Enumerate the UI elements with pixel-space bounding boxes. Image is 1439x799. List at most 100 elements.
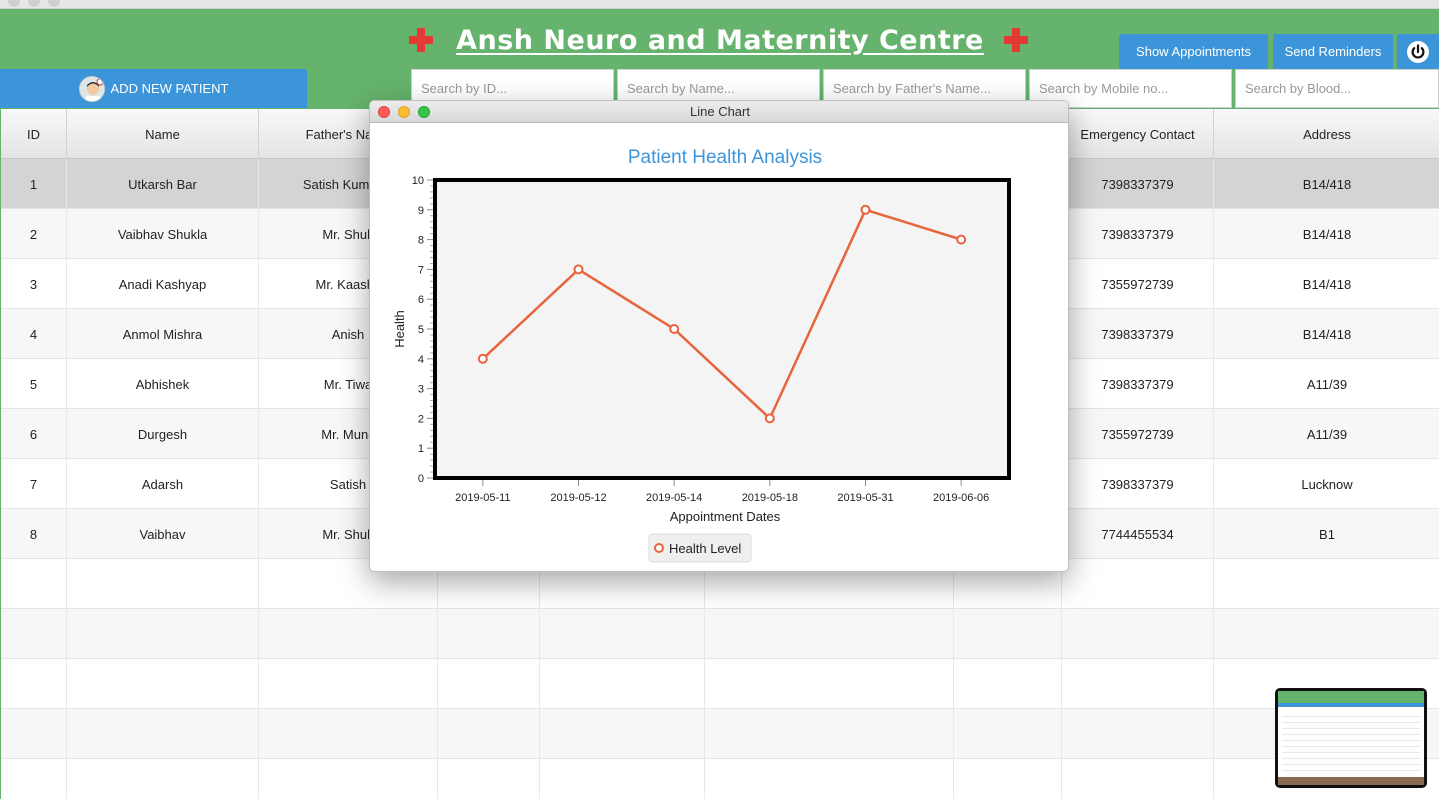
table-row[interactable]	[1, 709, 1439, 759]
cell	[705, 609, 954, 659]
power-button[interactable]	[1397, 34, 1439, 69]
cell-id: 1	[1, 159, 67, 209]
window-thumbnail[interactable]	[1275, 688, 1427, 788]
y-tick-label: 6	[418, 294, 424, 306]
thumbnail-header	[1278, 691, 1424, 703]
data-point[interactable]	[764, 413, 775, 424]
minimize-window-icon[interactable]	[398, 106, 410, 118]
red-cross-icon	[409, 28, 433, 52]
show-appointments-button[interactable]: Show Appointments	[1119, 34, 1268, 69]
chart-window-titlebar[interactable]: Line Chart	[370, 101, 1068, 123]
cell-id: 8	[1, 509, 67, 559]
cell-name	[67, 559, 259, 609]
column-header-address[interactable]: Address	[1303, 126, 1351, 142]
chart-title: Patient Health Analysis	[628, 147, 822, 168]
cell	[438, 709, 540, 759]
thumbnail-preview	[1278, 691, 1424, 785]
cell-address: B1	[1319, 526, 1335, 542]
legend-marker-icon	[654, 543, 664, 553]
cell-father	[259, 609, 438, 659]
cell-address: A11/39	[1306, 426, 1348, 442]
cell-address: B14/418	[1302, 176, 1352, 192]
cell-address: B14/418	[1302, 326, 1352, 342]
cell-id	[1, 759, 67, 799]
y-axis-label: Health	[392, 310, 407, 348]
y-tick-label: 0	[418, 473, 424, 485]
line-chart: Patient Health Analysis 0 1 2 3 4 5 6 7 8 9 10 201…	[392, 147, 1011, 563]
add-new-patient-button[interactable]: ADD NEW PATIENT	[0, 69, 307, 108]
y-tick-label: 1	[418, 443, 424, 455]
table-row[interactable]	[1, 609, 1439, 659]
close-dot-icon[interactable]	[8, 0, 20, 7]
cell-emergency	[1062, 759, 1214, 799]
cell-name: Vaibhav	[67, 509, 259, 559]
cell	[705, 559, 954, 609]
legend-label: Health Level	[669, 541, 741, 556]
cell-id: 5	[1, 359, 67, 409]
send-reminders-button[interactable]: Send Reminders	[1273, 34, 1393, 69]
cell-emergency: 7398337379	[1062, 309, 1214, 359]
cell	[540, 559, 705, 609]
y-tick-label: 8	[418, 235, 424, 247]
y-tick-label: 2	[418, 413, 424, 425]
zoom-window-icon[interactable]	[418, 106, 430, 118]
chart-window-title: Line Chart	[690, 104, 750, 119]
y-tick-label: 9	[418, 205, 424, 217]
app-title: Ansh Neuro and Maternity Centre	[456, 25, 984, 56]
cell-emergency	[1062, 559, 1214, 609]
cell-id	[1, 559, 67, 609]
thumbnail-bar	[1278, 703, 1424, 707]
line-chart-window: Line Chart Patient Health Analysis 0 1 2 3 4…	[369, 100, 1069, 572]
series-health-level	[477, 204, 967, 424]
cell-name	[67, 709, 259, 759]
data-point[interactable]	[669, 324, 680, 334]
y-tick-label: 10	[412, 175, 424, 187]
zoom-dot-icon[interactable]	[48, 0, 60, 7]
cell-emergency	[1062, 609, 1214, 659]
data-point[interactable]	[956, 234, 967, 245]
cell	[954, 559, 1062, 609]
search-by-blood-input[interactable]: Search by Blood...	[1235, 69, 1439, 108]
cell-id: 4	[1, 309, 67, 359]
data-point[interactable]	[573, 264, 584, 275]
cell-emergency: 7398337379	[1062, 359, 1214, 409]
cell-id: 2	[1, 209, 67, 259]
y-tick-label: 4	[418, 354, 424, 366]
cell	[438, 659, 540, 709]
cell-address: B14/418	[1302, 276, 1352, 292]
cell-name: Utkarsh Bar	[67, 159, 259, 209]
cell-name: Abhishek	[67, 359, 259, 409]
cell	[438, 759, 540, 799]
thumbnail-table	[1282, 711, 1420, 771]
cell-father	[259, 759, 438, 799]
cell	[540, 709, 705, 759]
column-header-name[interactable]: Name	[67, 109, 259, 159]
cell	[705, 759, 954, 799]
cell-address	[1214, 609, 1439, 659]
data-point[interactable]	[860, 204, 871, 215]
cell	[438, 559, 540, 609]
cell	[540, 609, 705, 659]
cell	[705, 709, 954, 759]
y-tick-label: 3	[418, 384, 424, 396]
cell-address: Lucknow	[1301, 476, 1353, 492]
cell-emergency: 7398337379	[1062, 209, 1214, 259]
minimize-dot-icon[interactable]	[28, 0, 40, 7]
cell	[954, 759, 1062, 799]
column-header-emergency[interactable]: Emergency Contact	[1062, 109, 1214, 159]
column-header-id[interactable]: ID	[1, 109, 67, 159]
cell-address	[1214, 559, 1439, 609]
table-row[interactable]	[1, 759, 1439, 799]
cell	[540, 659, 705, 709]
cell-address: B14/418	[1302, 226, 1352, 242]
x-tick-label: 2019-05-18	[742, 492, 798, 504]
cell-id: 6	[1, 409, 67, 459]
cell-name	[67, 759, 259, 799]
x-tick-label: 2019-06-06	[933, 492, 989, 504]
close-window-icon[interactable]	[378, 106, 390, 118]
data-point[interactable]	[477, 353, 488, 364]
table-row[interactable]	[1, 659, 1439, 709]
legend-box	[648, 533, 752, 563]
cell-emergency: 7744455534	[1062, 509, 1214, 559]
cell-id: 7	[1, 459, 67, 509]
